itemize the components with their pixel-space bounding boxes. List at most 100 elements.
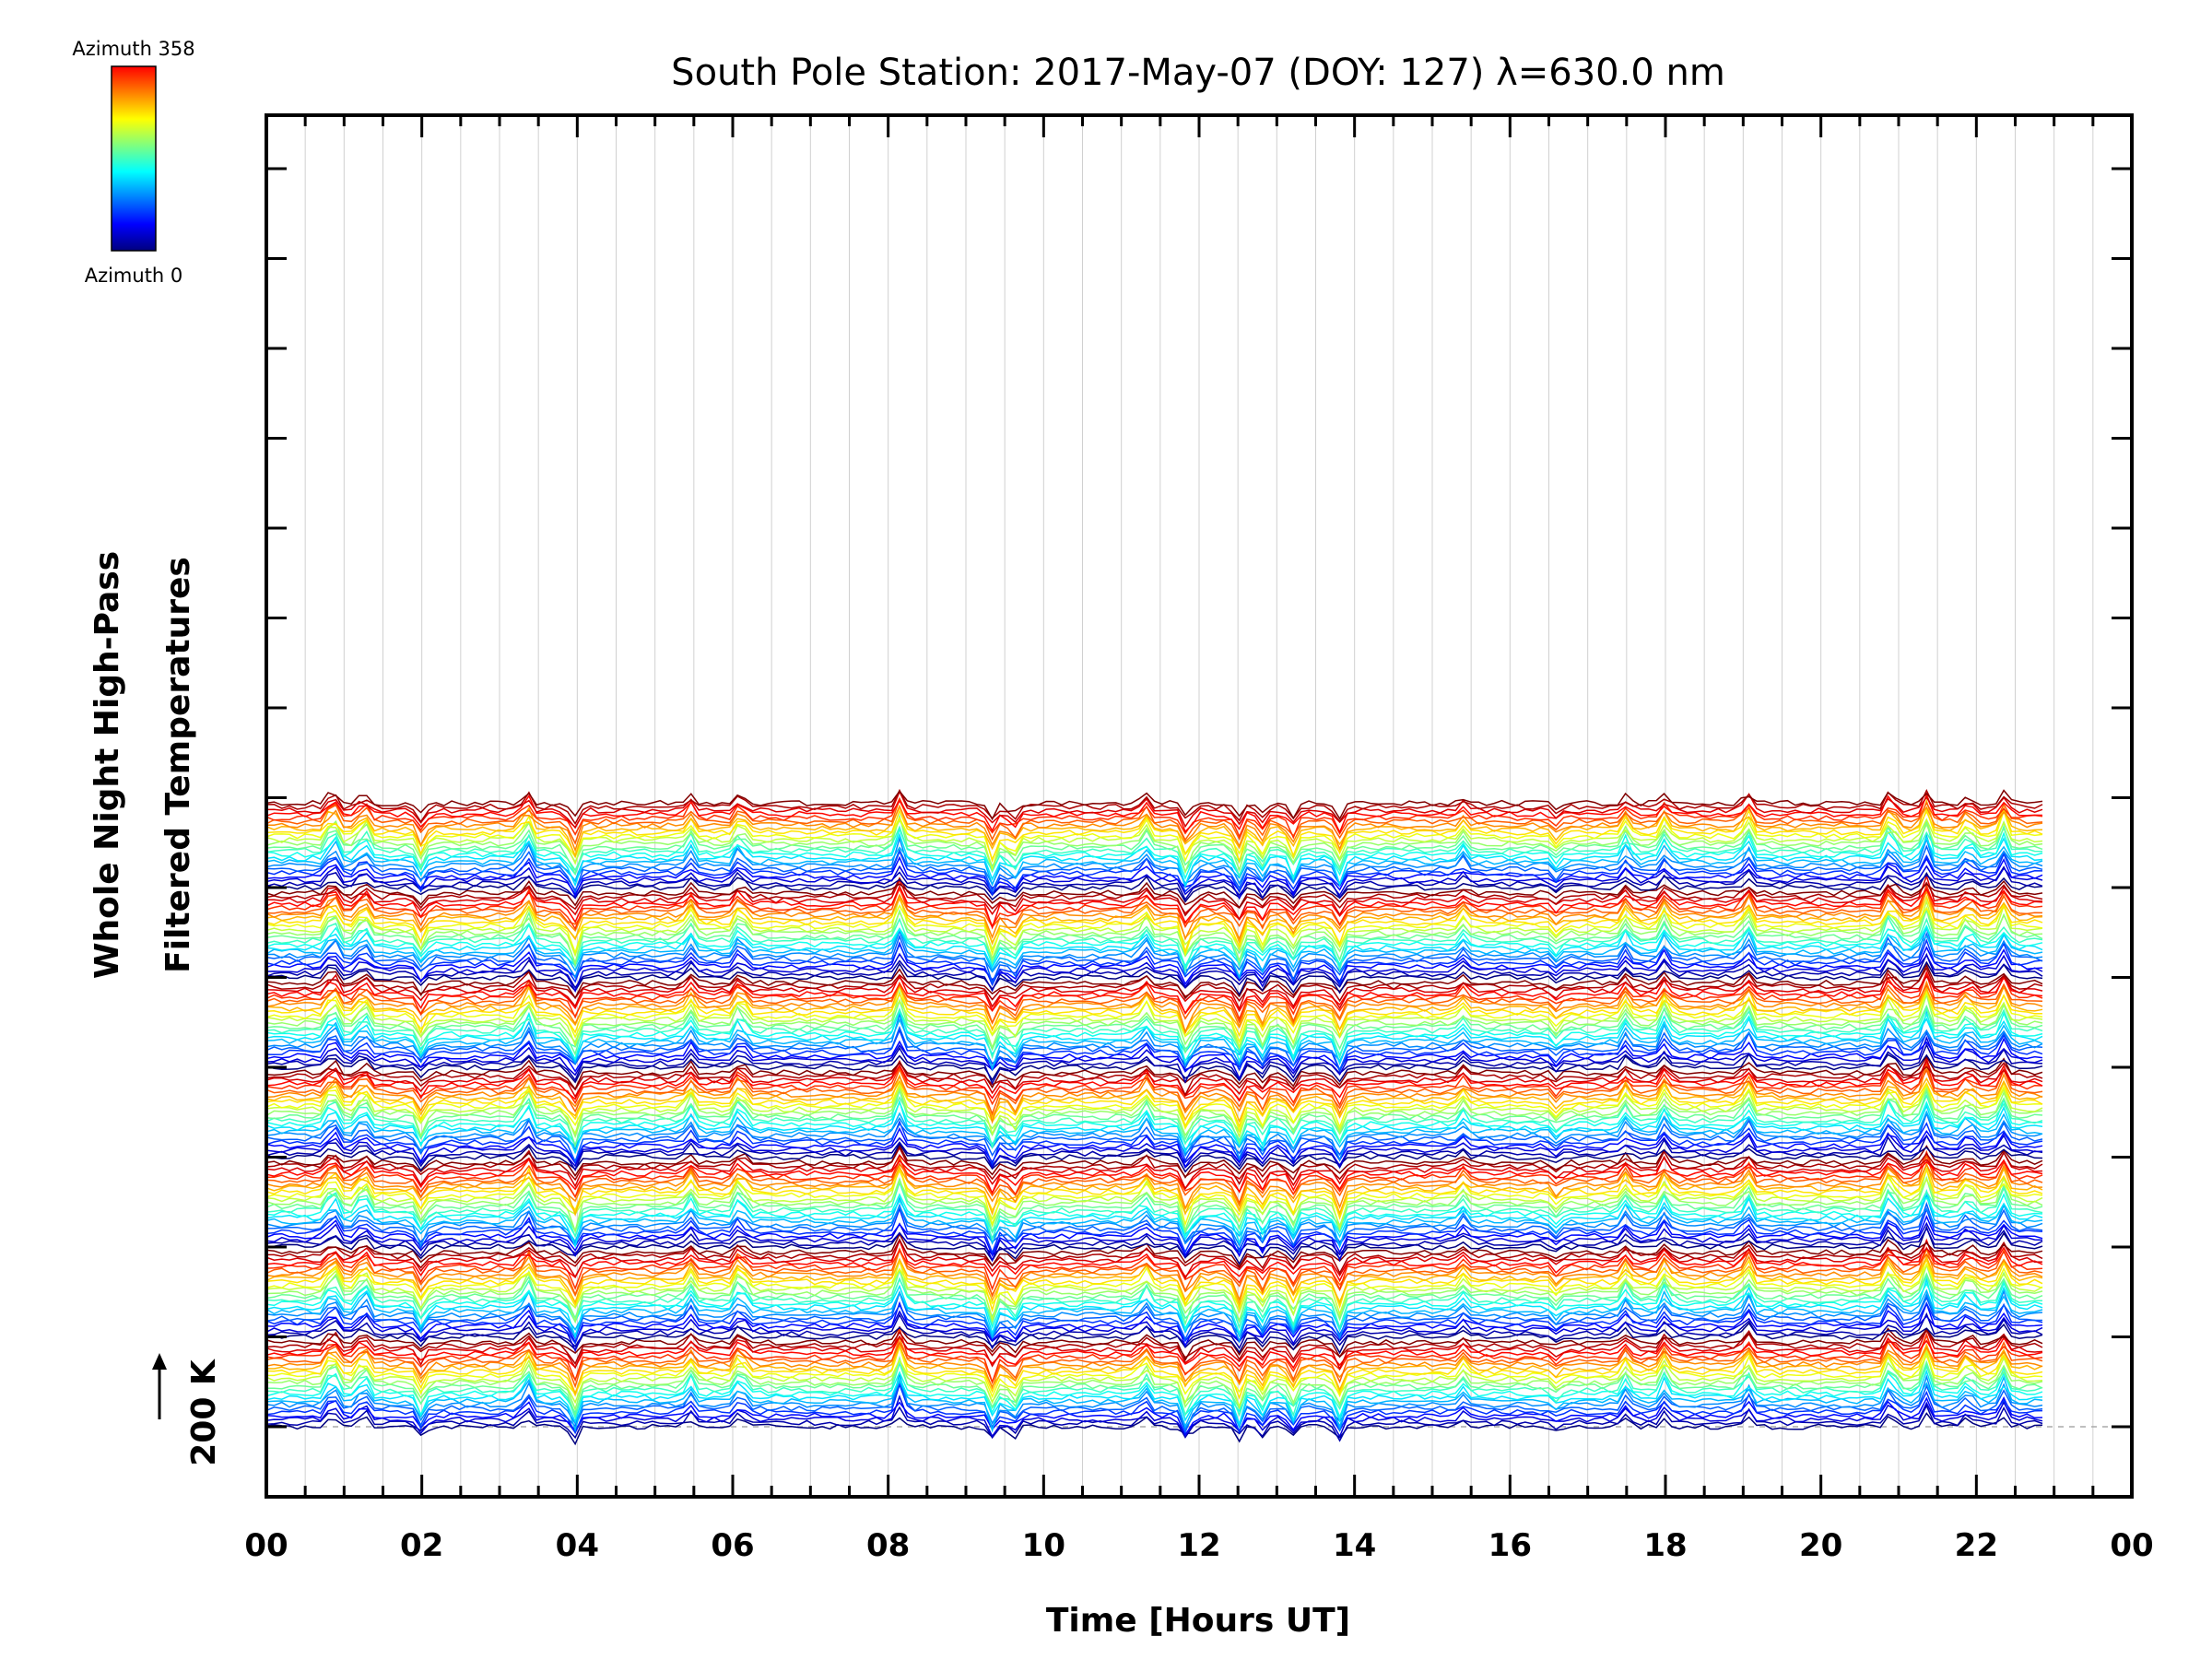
series-line xyxy=(265,1055,2043,1091)
x-axis-label: Time [Hours UT] xyxy=(1046,1602,1350,1640)
x-tick-label: 08 xyxy=(866,1527,910,1564)
series-line xyxy=(265,1194,2043,1249)
series-line xyxy=(265,1215,2043,1258)
series-line xyxy=(265,833,2043,889)
x-tick-label: 22 xyxy=(1955,1527,1998,1564)
series-line xyxy=(265,1042,2043,1086)
series-line xyxy=(265,1011,2043,1072)
series-line xyxy=(265,1288,2043,1338)
series-line xyxy=(265,1277,2043,1336)
series-line xyxy=(265,818,2043,881)
scale-indicator xyxy=(152,1353,167,1419)
series-line xyxy=(265,1263,2043,1309)
series-line xyxy=(265,1088,2043,1149)
series-line xyxy=(265,971,2043,1021)
series-line xyxy=(265,989,2043,1050)
colorbar xyxy=(111,65,157,252)
series-line xyxy=(265,1327,2043,1371)
series-line xyxy=(265,1097,2042,1150)
series-line xyxy=(265,931,2043,985)
series-line xyxy=(265,824,2043,878)
series-line xyxy=(265,1221,2043,1263)
series-line xyxy=(265,806,2043,863)
series-line xyxy=(265,789,2043,821)
colorbar-top-label: Azimuth 358 xyxy=(72,38,194,60)
x-tick-label: 20 xyxy=(1799,1527,1842,1564)
series-line xyxy=(265,971,2043,1011)
series-line xyxy=(265,1146,2043,1185)
series-line xyxy=(265,1190,2043,1238)
series-line xyxy=(265,844,2043,894)
series-line xyxy=(265,797,2043,845)
series-line xyxy=(265,1375,2043,1433)
series-line xyxy=(265,1274,2042,1330)
series-line xyxy=(265,832,2043,888)
series-line xyxy=(265,1155,2043,1195)
series-line xyxy=(265,1369,2043,1427)
x-tick-label: 04 xyxy=(556,1527,599,1564)
x-tick-label: 00 xyxy=(2110,1527,2153,1564)
series-line xyxy=(265,1288,2043,1344)
series-line xyxy=(265,1355,2043,1417)
series-line xyxy=(265,1142,2043,1173)
series-line xyxy=(265,1238,2043,1283)
series-line xyxy=(265,970,2043,1016)
series-line xyxy=(265,1329,2043,1365)
series-line xyxy=(265,1301,2043,1346)
series-line xyxy=(265,872,2043,903)
series-line xyxy=(265,889,2043,941)
series-line xyxy=(265,1149,2043,1199)
series-line xyxy=(265,982,2043,1035)
series-line xyxy=(265,1396,2043,1437)
series-line xyxy=(265,1067,2043,1116)
series-line xyxy=(265,1246,2043,1292)
x-tick-label: 14 xyxy=(1333,1527,1376,1564)
series-line xyxy=(265,1132,2043,1170)
series-line xyxy=(265,960,2043,996)
series-line xyxy=(265,886,2043,946)
series-line xyxy=(265,1371,2043,1432)
series-line xyxy=(265,927,2043,980)
series-line xyxy=(265,1348,2043,1410)
series-line xyxy=(265,815,2043,875)
series-line xyxy=(265,1057,2043,1102)
x-tick-label: 10 xyxy=(1022,1527,1065,1564)
series-line xyxy=(265,1099,2043,1155)
series-line xyxy=(265,1361,2043,1419)
series-line xyxy=(265,1225,2043,1265)
series-line xyxy=(265,1333,2043,1389)
series-line xyxy=(265,915,2043,973)
series-line xyxy=(265,963,2043,1000)
series-line xyxy=(265,1153,2043,1206)
series-line xyxy=(265,1322,2043,1355)
series-line xyxy=(265,885,2043,930)
y-axis-label-line2: Filtered Temperatures xyxy=(159,557,197,973)
series-line xyxy=(265,1059,2043,1107)
series-line xyxy=(265,1255,2043,1307)
series-line xyxy=(265,813,2043,877)
series-line xyxy=(265,1349,2043,1412)
series-line xyxy=(265,1007,2043,1064)
series-line xyxy=(265,1379,2043,1434)
series-line xyxy=(265,1325,2043,1385)
series-line xyxy=(265,1201,2043,1254)
series-line xyxy=(265,1153,2043,1211)
series-line xyxy=(266,1344,2043,1399)
series-line xyxy=(265,1335,2043,1390)
x-tick-label: 00 xyxy=(244,1527,288,1564)
series-line xyxy=(265,1120,2043,1167)
series-line xyxy=(265,1203,2043,1249)
series-line xyxy=(265,1290,2042,1341)
series-line xyxy=(265,1006,2043,1060)
colorbar-bottom-label: Azimuth 0 xyxy=(85,265,183,287)
x-tick-label: 12 xyxy=(1177,1527,1220,1564)
series-line xyxy=(265,1028,2043,1074)
x-tick-label: 06 xyxy=(711,1527,754,1564)
series-line xyxy=(265,1262,2043,1324)
series-line xyxy=(265,1164,2043,1228)
series-line xyxy=(265,1247,2043,1299)
series-line xyxy=(266,1238,2043,1275)
series-line xyxy=(265,1161,2043,1217)
series-line xyxy=(265,1412,2043,1446)
